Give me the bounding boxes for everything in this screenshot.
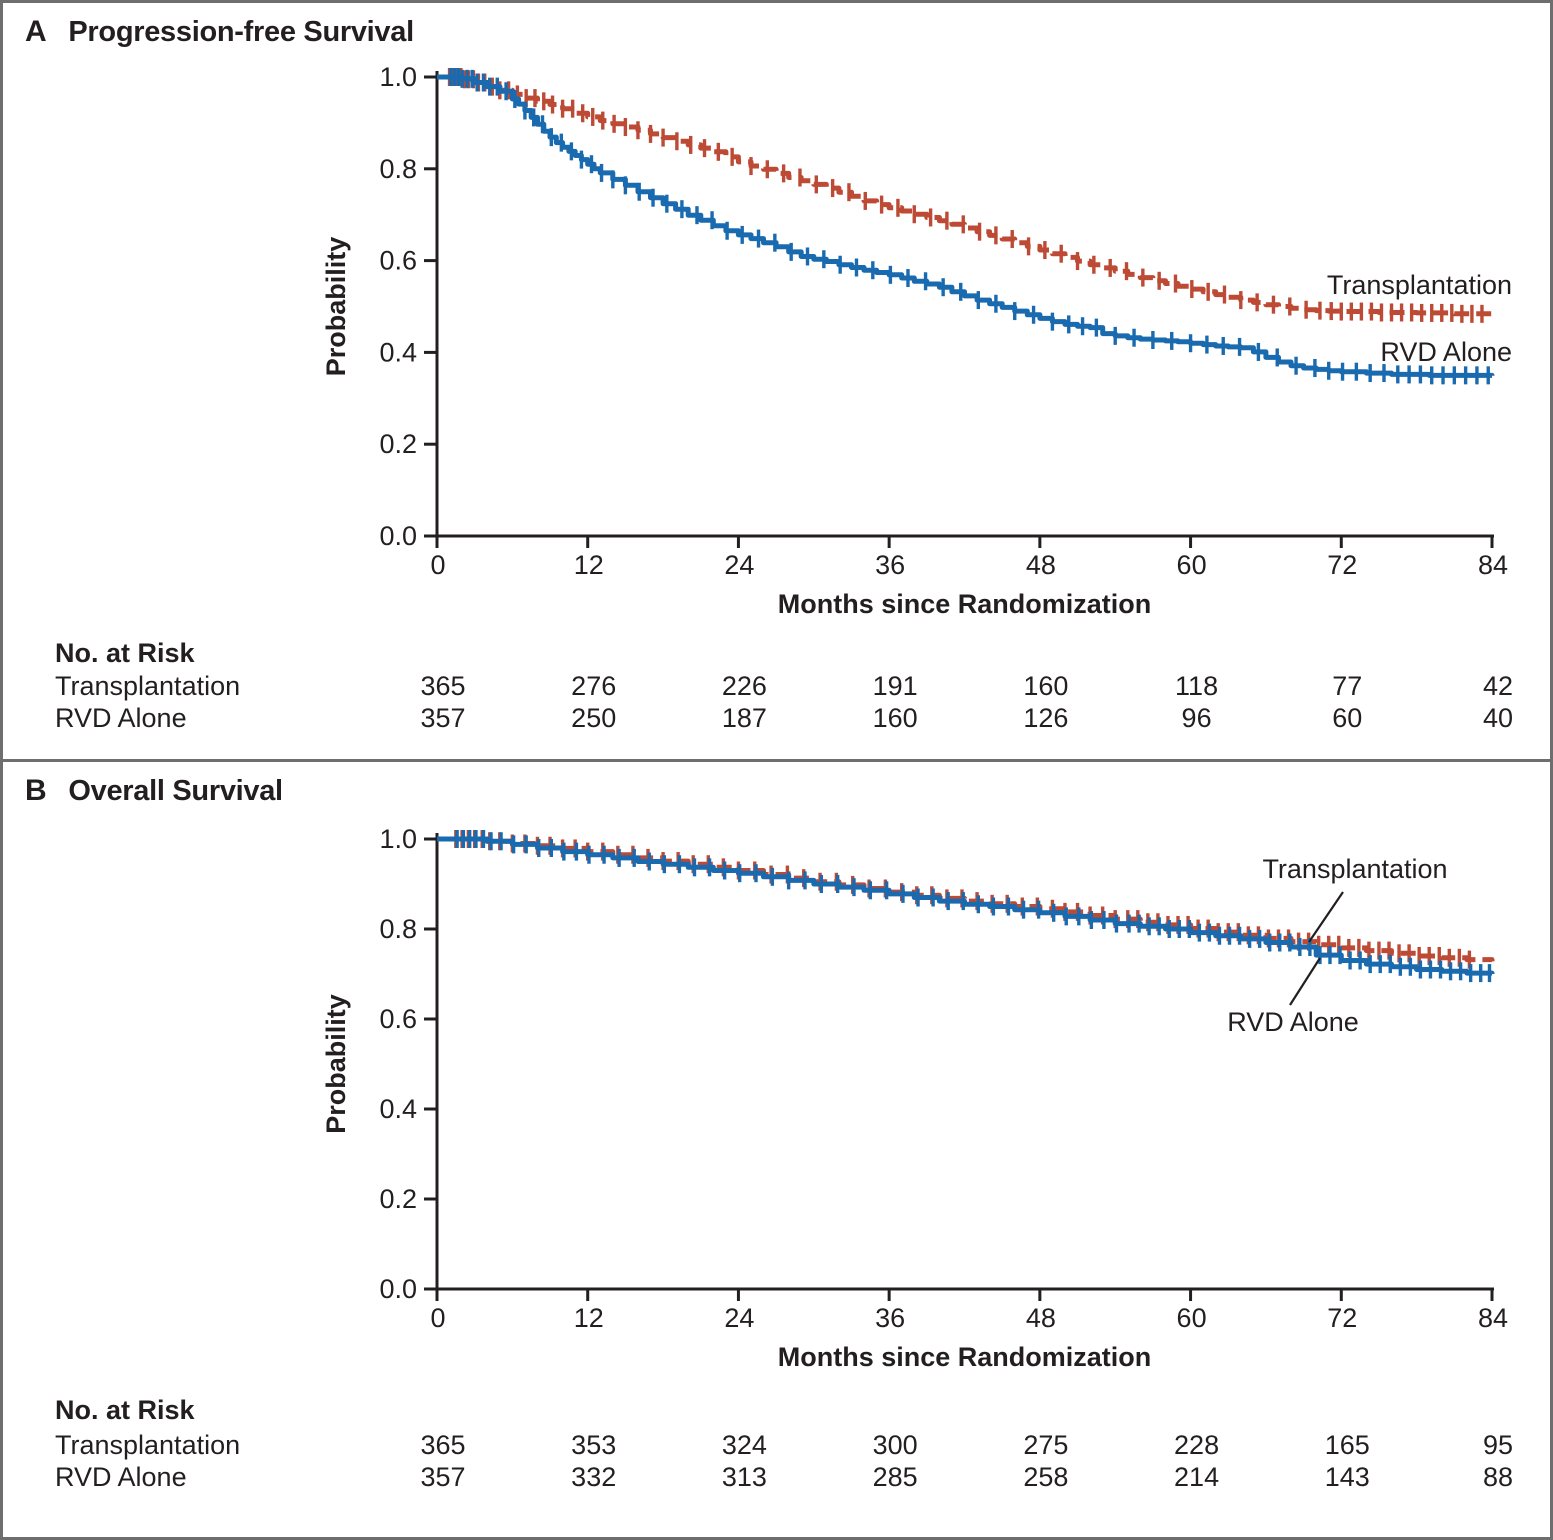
y-tick-label: 0.4 [379, 1094, 417, 1124]
risk-row-name: Transplantation [55, 671, 240, 701]
risk-table-header: No. at Risk [55, 1395, 196, 1425]
y-tick-label: 0.0 [379, 1274, 417, 1304]
y-tick-label: 0.2 [379, 1184, 417, 1214]
x-tick-label: 60 [1177, 550, 1207, 580]
y-tick-label: 1.0 [379, 824, 417, 854]
risk-value: 228 [1174, 1430, 1219, 1460]
risk-row-name: Transplantation [55, 1430, 240, 1460]
risk-value: 143 [1325, 1462, 1370, 1492]
censor-marks-rvd-alone [455, 830, 1492, 983]
panel-a-letter: A [25, 15, 47, 48]
y-tick-label: 1.0 [379, 62, 417, 92]
risk-value: 88 [1483, 1462, 1513, 1492]
risk-value: 258 [1023, 1462, 1068, 1492]
y-tick-label: 0.8 [379, 154, 417, 184]
x-tick-label: 12 [574, 1303, 604, 1333]
risk-value: 357 [420, 1462, 465, 1492]
x-tick-label: 12 [574, 550, 604, 580]
risk-value: 126 [1023, 703, 1068, 733]
risk-value: 226 [722, 671, 767, 701]
risk-value: 353 [571, 1430, 616, 1460]
risk-value: 187 [722, 703, 767, 733]
x-tick-label: 48 [1026, 1303, 1056, 1333]
x-tick-label: 60 [1177, 1303, 1207, 1333]
risk-value: 313 [722, 1462, 767, 1492]
x-tick-label: 84 [1478, 1303, 1508, 1333]
panel-b-title: B Overall Survival [25, 774, 283, 808]
x-tick-label: 72 [1327, 1303, 1357, 1333]
curve-label-transplantation: Transplantation [1262, 854, 1447, 884]
x-tick-label: 0 [430, 1303, 445, 1333]
risk-value: 40 [1483, 703, 1513, 733]
risk-value: 285 [873, 1462, 918, 1492]
risk-value: 160 [1023, 671, 1068, 701]
x-tick-label: 24 [724, 1303, 754, 1333]
risk-value: 365 [420, 1430, 465, 1460]
panel-a-title-text: Progression-free Survival [68, 16, 414, 48]
curve-label-transplantation: Transplantation [1327, 270, 1512, 300]
x-axis-label: Months since Randomization [778, 589, 1152, 619]
risk-value: 250 [571, 703, 616, 733]
y-tick-label: 0.6 [379, 1004, 417, 1034]
risk-value: 160 [873, 703, 918, 733]
panel-a-title: A Progression-free Survival [25, 15, 414, 49]
panel-b-title-text: Overall Survival [68, 775, 283, 807]
x-tick-label: 24 [724, 550, 754, 580]
risk-value: 165 [1325, 1430, 1370, 1460]
y-tick-label: 0.2 [379, 429, 417, 459]
risk-value: 300 [873, 1430, 918, 1460]
risk-value: 214 [1174, 1462, 1219, 1492]
risk-value: 324 [722, 1430, 767, 1460]
risk-value: 191 [873, 671, 918, 701]
x-tick-label: 36 [875, 550, 905, 580]
risk-value: 365 [420, 671, 465, 701]
risk-value: 118 [1175, 671, 1218, 701]
risk-value: 77 [1332, 671, 1362, 701]
curve-label-rvd-alone: RVD Alone [1380, 337, 1512, 367]
risk-value: 95 [1483, 1430, 1513, 1460]
y-tick-label: 0.4 [379, 337, 417, 367]
y-tick-label: 0.8 [379, 914, 417, 944]
x-tick-label: 72 [1327, 550, 1357, 580]
x-tick-label: 0 [430, 550, 445, 580]
risk-value: 276 [571, 671, 616, 701]
curve-label-leader-rvd-alone [1289, 957, 1321, 1006]
risk-table-header: No. at Risk [55, 638, 196, 668]
risk-value: 96 [1182, 703, 1212, 733]
curve-label-rvd-alone: RVD Alone [1227, 1007, 1359, 1037]
curve-label-leader-transplantation [1308, 891, 1344, 943]
risk-value: 60 [1332, 703, 1362, 733]
censor-marks-rvd-alone [449, 68, 1490, 385]
panel-overall-survival: B Overall Survival 1.0 0.8 0.6 0.4 0.2 0.0 0 365… [3, 759, 1550, 1534]
y-axis-label: Probability [321, 994, 351, 1134]
panel-progression-free-survival: A Progression-free Survival 1.0 0.8 0.6 0.4 0… [3, 3, 1550, 759]
y-axis-label: Probability [321, 237, 351, 377]
risk-row-name: RVD Alone [55, 703, 187, 733]
y-tick-label: 0.0 [379, 521, 417, 551]
risk-value: 332 [571, 1462, 616, 1492]
x-axis-label: Months since Randomization [778, 1342, 1152, 1372]
x-tick-label: 36 [875, 1303, 905, 1333]
risk-value: 275 [1023, 1430, 1068, 1460]
risk-row-name: RVD Alone [55, 1462, 187, 1492]
risk-value: 42 [1483, 671, 1513, 701]
panel-b-letter: B [25, 774, 47, 807]
x-tick-label: 48 [1026, 550, 1056, 580]
risk-value: 357 [420, 703, 465, 733]
y-tick-label: 0.6 [379, 246, 417, 276]
x-tick-label: 84 [1478, 550, 1508, 580]
